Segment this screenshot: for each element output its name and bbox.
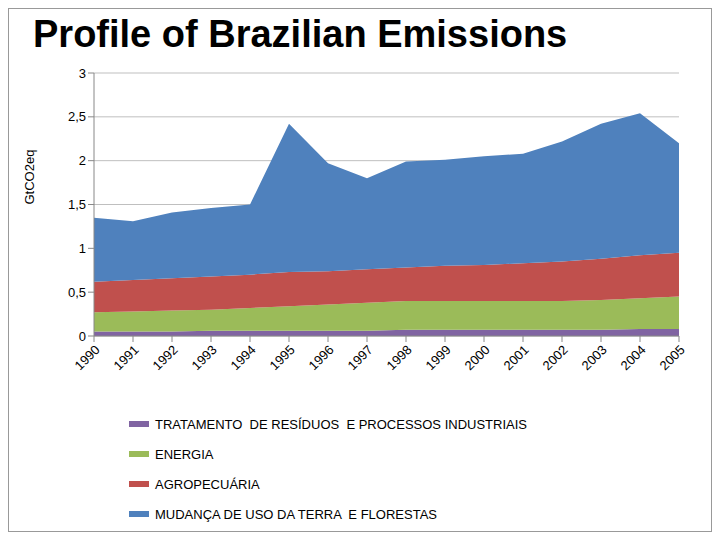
svg-text:3: 3 [79,66,86,81]
svg-text:1996: 1996 [306,342,337,373]
html-text:AGROPECUÁRIA: AGROPECUÁRIA [155,476,260,492]
svg-text:2: 2 [79,153,86,168]
svg-text:1: 1 [79,241,86,256]
svg-text:0: 0 [79,329,86,344]
svg-text:2004: 2004 [618,342,649,373]
svg-text:1994: 1994 [228,342,259,373]
html-text:ENERGIA: ENERGIA [155,446,214,462]
svg-text:1995: 1995 [267,342,298,373]
html-text:TRATAMENTO DE RESÍDUOS E PROCE: TRATAMENTO DE RESÍDUOS E PROCESSOS INDUS… [155,416,527,432]
svg-text:2001: 2001 [501,342,532,373]
svg-text:2,5: 2,5 [68,109,86,124]
svg-text:1,5: 1,5 [68,197,86,212]
svg-text:GtCO2eq: GtCO2eq [22,150,37,205]
svg-text:0,5: 0,5 [68,285,86,300]
svg-text:2002: 2002 [540,342,571,373]
svg-text:2003: 2003 [579,342,610,373]
svg-text:1999: 1999 [423,342,454,373]
svg-text:1991: 1991 [111,342,142,373]
svg-text:1997: 1997 [345,342,376,373]
html-text:Profile of Brazilian Emissions: Profile of Brazilian Emissions [33,13,568,55]
svg-text:1998: 1998 [384,342,415,373]
svg-text:1990: 1990 [72,342,103,373]
svg-text:1993: 1993 [189,342,220,373]
svg-text:1992: 1992 [150,342,181,373]
svg-text:2005: 2005 [657,342,688,373]
html-text:MUDANÇA DE USO DA TERRA E FLOR: MUDANÇA DE USO DA TERRA E FLORESTAS [155,506,437,522]
svg-text:2000: 2000 [462,342,493,373]
